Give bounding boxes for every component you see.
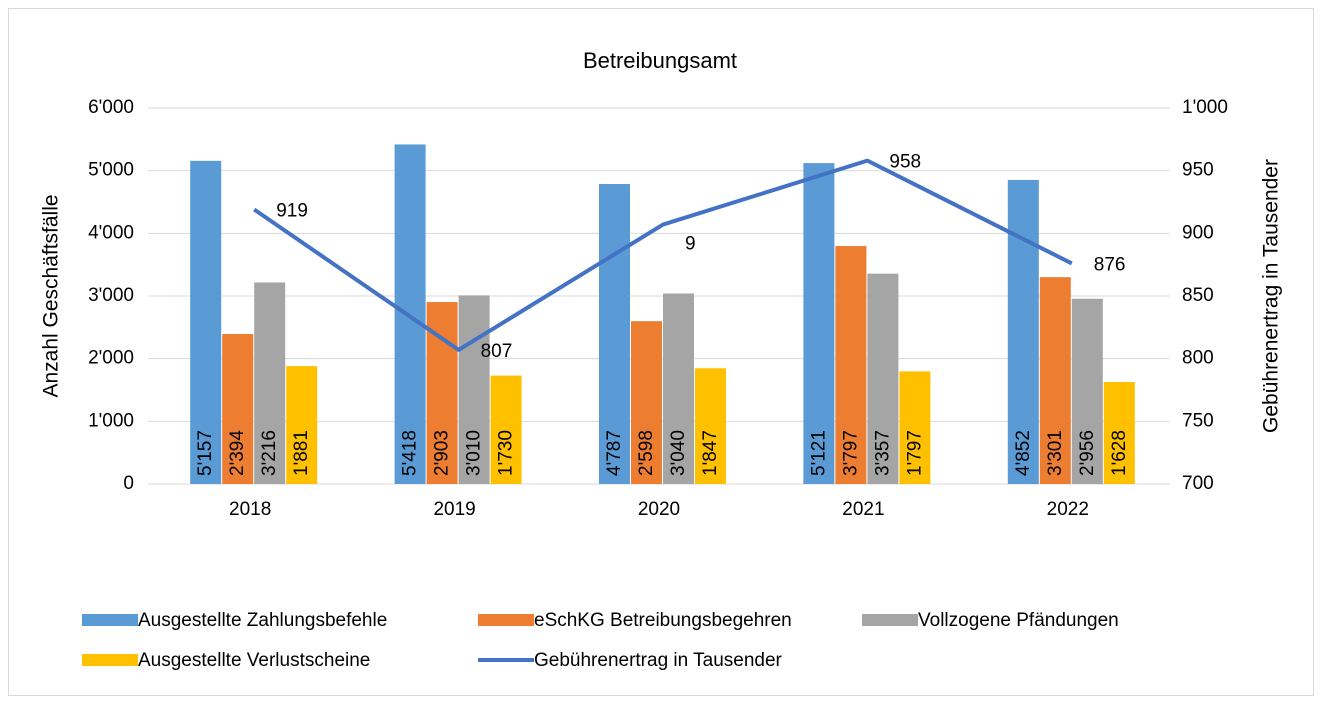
bar-value-label: 2'598	[636, 430, 657, 476]
y2-tick-label: 900	[1182, 222, 1214, 243]
y-tick-label: 1'000	[88, 410, 134, 431]
bar-value-label: 2'394	[227, 430, 248, 476]
line-value-label: 807	[481, 341, 513, 362]
bar	[1071, 298, 1103, 484]
bar-value-label: 4'852	[1013, 430, 1034, 476]
bar-value-label: 5'157	[195, 430, 216, 476]
bar	[899, 371, 931, 484]
bar-value-label: 1'797	[904, 430, 925, 476]
bar-value-label: 3'797	[840, 430, 861, 476]
bar	[1007, 179, 1039, 484]
y2-tick-label: 1'000	[1182, 97, 1228, 118]
bar	[1039, 277, 1071, 484]
bar-value-label: 3'010	[464, 430, 485, 476]
bar	[190, 160, 222, 484]
line-series	[253, 158, 1073, 352]
bar	[663, 293, 694, 484]
y-tick-label: 4'000	[88, 222, 134, 243]
x-tick-label: 2018	[229, 499, 271, 520]
y-tick-label: 2'000	[88, 348, 134, 369]
legend-swatch	[478, 614, 534, 626]
bar	[1103, 381, 1135, 484]
y-tick-label: 0	[123, 473, 134, 494]
legend-swatch	[82, 614, 138, 626]
x-tick-label: 2022	[1047, 499, 1089, 520]
y2-tick-label: 800	[1182, 348, 1214, 369]
bar-value-label: 3'216	[259, 430, 280, 476]
y-tick-label: 5'000	[88, 160, 134, 181]
bar-value-label: 1'730	[496, 430, 517, 476]
bar	[631, 321, 662, 484]
y2-tick-label: 700	[1182, 473, 1214, 494]
legend-label: Ausgestellte Verlustscheine	[138, 650, 370, 671]
bar-value-label: 5'121	[808, 430, 829, 476]
bar-value-label: 2'956	[1077, 430, 1098, 476]
bar	[286, 366, 318, 484]
bar-value-label: 2'903	[432, 430, 453, 476]
bar-value-label: 3'357	[872, 430, 893, 476]
y2-tick-label: 950	[1182, 160, 1214, 181]
y-axis-title: Anzahl Geschäftsfälle	[40, 194, 63, 397]
bar	[695, 368, 726, 484]
bar	[458, 295, 490, 484]
y2-axis-title: Gebührenertrag in Tausender	[1260, 159, 1283, 433]
x-tick-label: 2020	[638, 499, 680, 520]
bar-value-label: 1'881	[291, 430, 312, 476]
bar	[490, 375, 522, 484]
legend-label: Gebührenertrag in Tausender	[534, 650, 783, 671]
bar-value-label: 1'628	[1109, 430, 1130, 476]
bar	[835, 246, 867, 484]
x-tick-label: 2019	[433, 499, 475, 520]
bar	[222, 333, 254, 484]
bar-value-label: 4'787	[604, 430, 625, 476]
y-tick-label: 6'000	[88, 97, 134, 118]
bar-value-label: 3'040	[668, 430, 689, 476]
bar	[867, 273, 899, 484]
bar-value-label: 1'847	[700, 430, 721, 476]
bar	[599, 184, 630, 485]
chart-title: Betreibungsamt	[583, 48, 737, 73]
line-value-label: 958	[889, 152, 921, 173]
line-value-label: 919	[276, 201, 308, 222]
y2-tick-label: 750	[1182, 410, 1214, 431]
legend-swatch	[862, 614, 918, 626]
y-tick-label: 3'000	[88, 285, 134, 306]
line-value-label: 876	[1094, 254, 1126, 275]
legend-label: eSchKG Betreibungsbegehren	[534, 610, 792, 631]
annotation: 9	[685, 234, 696, 255]
y2-tick-label: 850	[1182, 285, 1214, 306]
legend-label: Ausgestellte Zahlungsbefehle	[138, 610, 387, 631]
bar	[254, 282, 286, 484]
x-tick-label: 2021	[842, 499, 884, 520]
legend-label: Vollzogene Pfändungen	[918, 610, 1119, 631]
bar	[803, 163, 835, 485]
bar-value-label: 3'301	[1045, 430, 1066, 476]
legend-swatch	[82, 654, 138, 666]
bar-value-label: 5'418	[400, 430, 421, 476]
